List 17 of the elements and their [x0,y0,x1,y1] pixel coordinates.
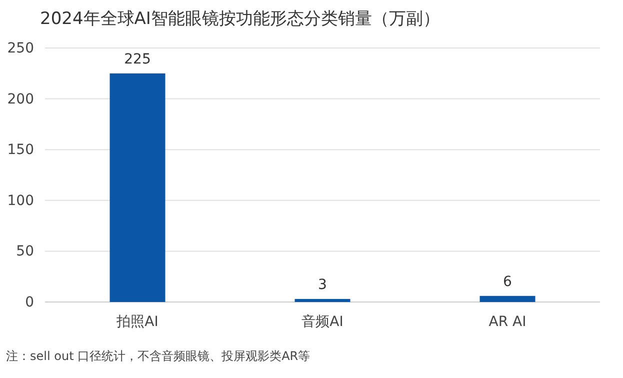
x-tick-label: 音频AI [302,314,344,330]
y-tick-label: 250 [7,40,34,56]
text: 注：sell out 口径统计，不含音频眼镜、投屏观影类AR等 [6,349,310,363]
y-tick-label: 100 [7,192,34,209]
data-label: 6 [503,274,512,290]
bar [110,73,166,302]
x-tick-label: 拍照AI [116,314,158,330]
data-label: 225 [124,51,151,68]
x-tick-label: AR AI [488,314,526,330]
y-tick-label: 50 [16,244,34,260]
bar [480,296,536,302]
y-tick-label: 200 [7,91,34,108]
bar [294,298,350,302]
y-tick-label: 150 [7,142,34,158]
chart-title: 2024年全球AI智能眼镜按功能形态分类销量（万副） [40,9,440,29]
data-label: 3 [318,276,327,293]
y-tick-label: 0 [25,294,34,310]
